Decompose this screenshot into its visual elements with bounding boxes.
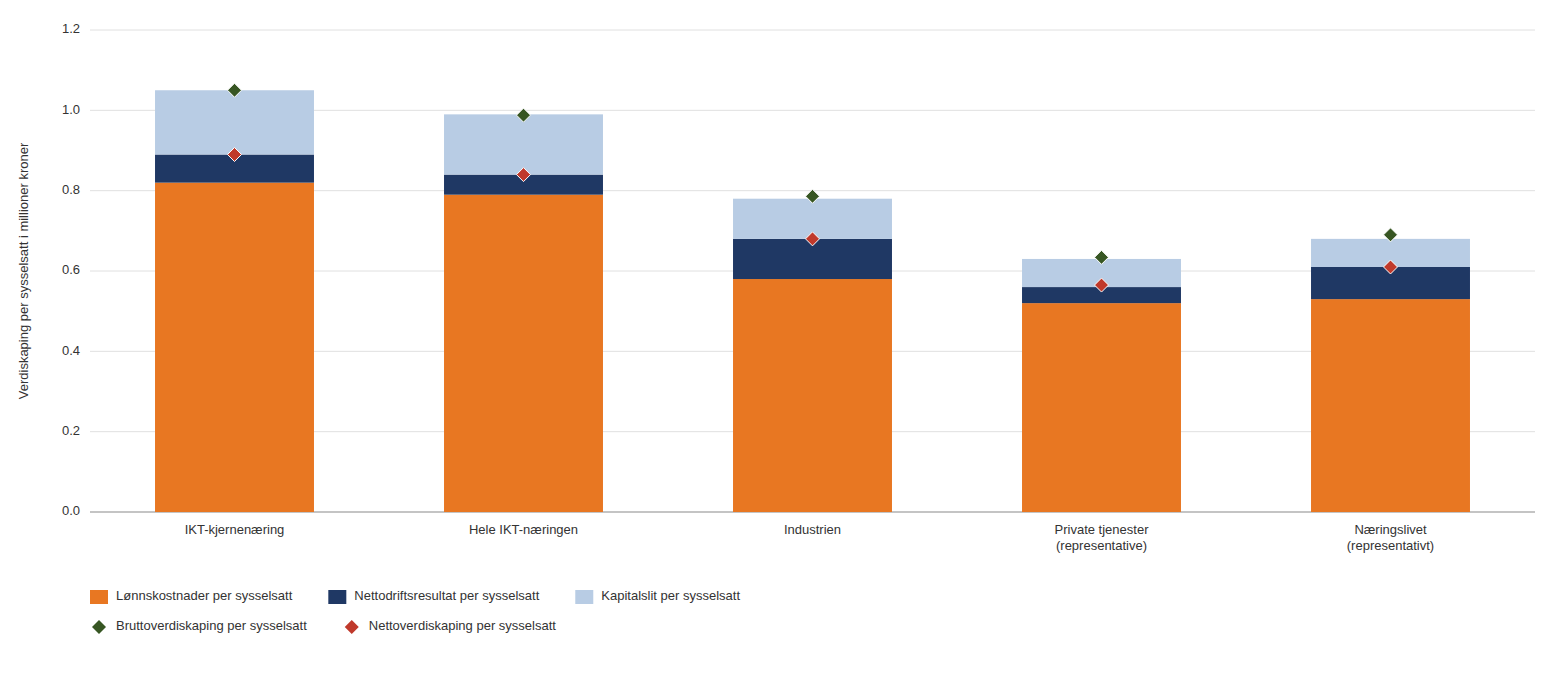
y-tick-label: 0.0	[62, 503, 80, 518]
point	[1095, 250, 1109, 264]
bar	[155, 90, 314, 154]
legend-swatch	[92, 620, 106, 634]
bar-series	[155, 90, 1470, 287]
chart: 0.0 0.2 0.4 0.6 0.8 1.0 1.2 Verdiskaping per sy…	[0, 0, 1565, 677]
bar	[444, 114, 603, 174]
x-tick-label: Private tjenester(representative)	[1055, 522, 1150, 553]
point	[1384, 260, 1398, 274]
x-tick-label-line: (representative)	[1056, 538, 1147, 553]
x-tick-label-line: (representativt)	[1347, 538, 1434, 553]
point	[228, 83, 242, 97]
point	[806, 232, 820, 246]
y-tick-label: 0.6	[62, 262, 80, 277]
point	[806, 189, 820, 203]
point-series	[228, 148, 1398, 293]
x-tick-label: Hele IKT-næringen	[469, 522, 578, 537]
x-tick-label-line: Private tjenester	[1055, 522, 1150, 537]
legend-label: Nettoverdiskaping per sysselsatt	[369, 618, 557, 633]
bar	[444, 195, 603, 512]
y-tick-label: 0.2	[62, 423, 80, 438]
legend-label: Kapitalslit per sysselsatt	[601, 588, 740, 603]
legend: Lønnskostnader per sysselsatt Nettodrifts…	[90, 588, 740, 634]
point	[228, 148, 242, 162]
x-tick-label: IKT-kjernenæring	[185, 522, 285, 537]
x-tick-label-line: IKT-kjernenæring	[185, 522, 285, 537]
point	[1095, 278, 1109, 292]
grid-line	[90, 30, 1535, 31]
x-axis: IKT-kjernenæring Hele IKT-næringen Industr…	[185, 522, 1435, 553]
bar-series	[155, 155, 1470, 304]
legend-swatch	[575, 590, 593, 604]
bar	[1022, 303, 1181, 512]
marks	[155, 83, 1470, 512]
grid	[90, 30, 1535, 512]
legend-swatch	[345, 620, 359, 634]
point	[517, 108, 531, 122]
legend-swatch	[90, 590, 108, 604]
y-tick-label: 0.8	[62, 182, 80, 197]
bar	[155, 183, 314, 512]
bar	[1311, 299, 1470, 512]
y-tick-label: 0.4	[62, 343, 80, 358]
point	[517, 168, 531, 182]
x-tick-label-line: Næringslivet	[1354, 522, 1427, 537]
y-tick-label: 1.2	[62, 21, 80, 36]
x-tick-label-line: Industrien	[784, 522, 841, 537]
x-tick-label: Industrien	[784, 522, 841, 537]
legend-label: Lønnskostnader per sysselsatt	[116, 588, 293, 603]
legend-label: Nettodriftsresultat per sysselsatt	[354, 588, 539, 603]
bar-series	[155, 183, 1470, 512]
bar	[733, 279, 892, 512]
y-axis: 0.0 0.2 0.4 0.6 0.8 1.0 1.2	[62, 21, 80, 518]
x-tick-label: Næringslivet(representativt)	[1347, 522, 1434, 553]
legend-swatch	[328, 590, 346, 604]
legend-label: Bruttoverdiskaping per sysselsatt	[116, 618, 307, 633]
point-series	[228, 83, 1398, 264]
y-axis-label: Verdiskaping per sysselsatt i millioner …	[16, 142, 31, 399]
y-tick-label: 1.0	[62, 102, 80, 117]
point	[1384, 228, 1398, 242]
x-tick-label-line: Hele IKT-næringen	[469, 522, 578, 537]
